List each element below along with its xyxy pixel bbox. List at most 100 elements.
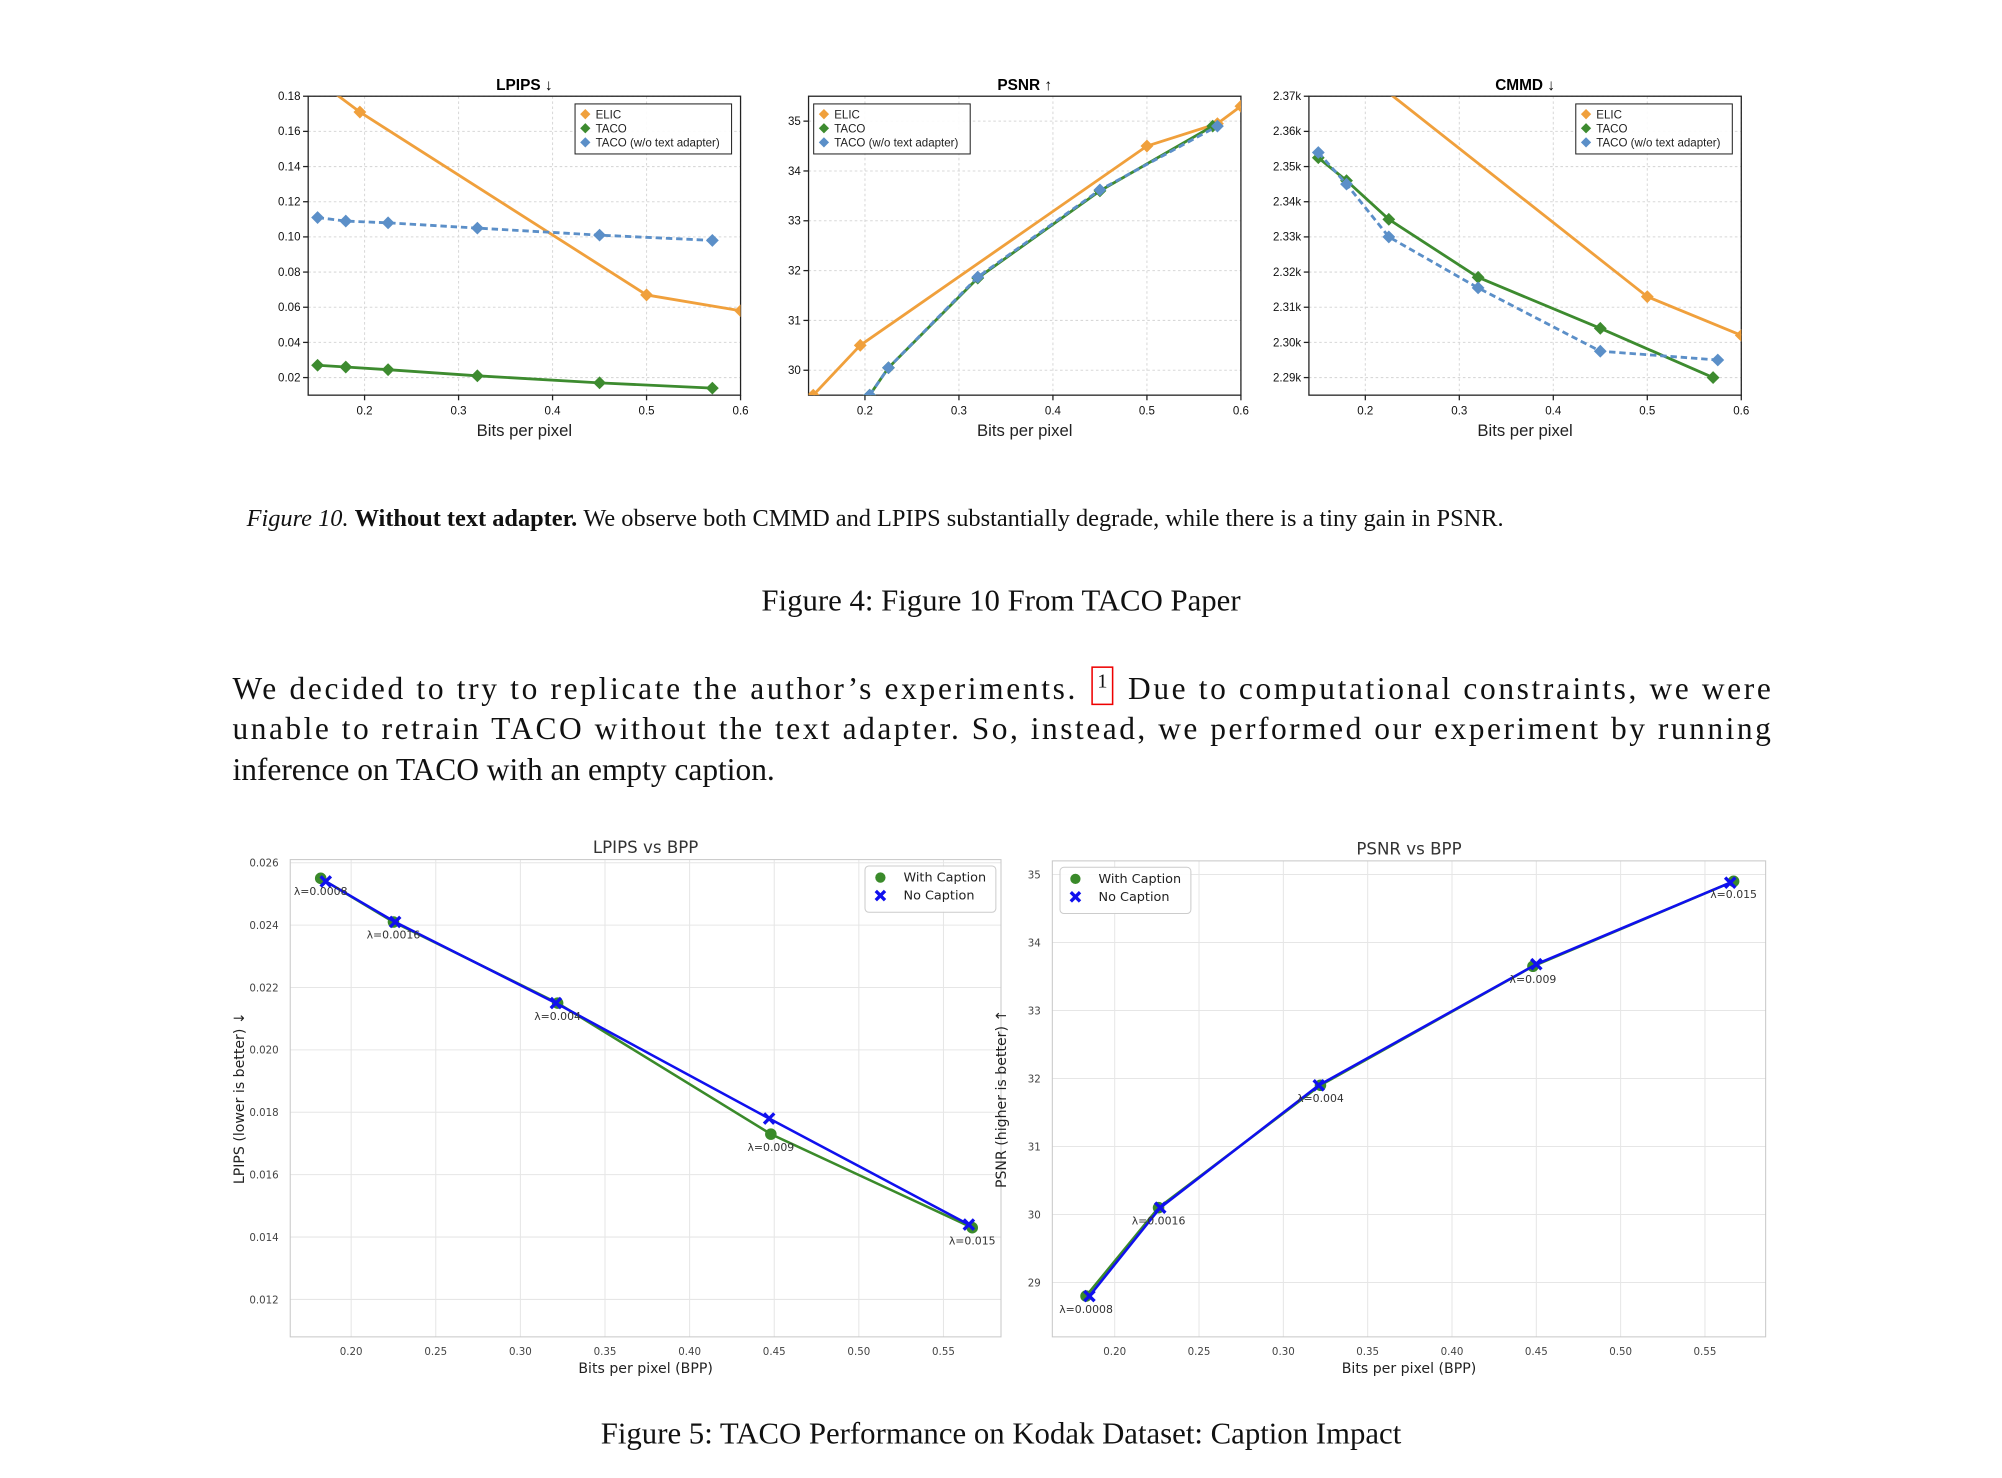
point-annotation: λ=0.009 (1510, 973, 1557, 986)
chart-title: CMMD ↓ (1495, 77, 1555, 94)
marker (381, 363, 395, 377)
y-tick-label: 2.33k (1273, 232, 1301, 244)
x-tick-label: 0.55 (932, 1346, 955, 1358)
x-axis-label: Bits per pixel (1477, 421, 1572, 440)
y-tick-label: 0.12 (278, 197, 300, 209)
legend-marker (818, 137, 830, 148)
marker (339, 214, 353, 228)
point-annotation: λ=0.0016 (1132, 1214, 1186, 1227)
y-tick-label: 0.016 (249, 1170, 278, 1182)
legend-box (1575, 103, 1733, 155)
point-annotation: λ=0.004 (1297, 1092, 1344, 1105)
y-tick-label: 31 (1028, 1141, 1041, 1153)
caption-text: We observe both CMMD and LPIPS substanti… (583, 505, 1503, 532)
legend-marker (580, 137, 591, 148)
marker (1593, 344, 1607, 358)
figure10-caption: Figure 10. Without text adapter. We obse… (246, 505, 1504, 532)
marker (1471, 270, 1485, 284)
x-tick-label: 0.30 (1272, 1346, 1295, 1358)
marker (1378, 83, 1391, 96)
y-axis-label: PSNR (higher is better) ↑ (994, 1010, 1010, 1188)
legend-label: TACO (834, 123, 865, 135)
marker (853, 338, 867, 352)
y-tick-label: 2.30k (1273, 337, 1301, 349)
marker (593, 228, 606, 242)
plot-frame (1308, 95, 1742, 396)
legend-marker (818, 109, 830, 120)
marker (319, 875, 333, 888)
x-tick-label: 0.6 (733, 405, 749, 417)
x-tick-label: 0.3 (1451, 405, 1467, 417)
plot-frame (1051, 860, 1767, 1338)
x-tick-label: 0.5 (1639, 405, 1655, 417)
x-tick-label: 0.6 (1233, 405, 1249, 417)
paragraph-line: unable to retrain TACO without the text … (232, 711, 1771, 746)
x-tick-label: 0.20 (340, 1346, 363, 1358)
series-line (317, 363, 713, 390)
y-tick-label: 31 (788, 315, 801, 327)
marker (808, 388, 820, 396)
chart-title: PSNR vs BPP (1356, 839, 1461, 858)
marker (353, 105, 367, 119)
point-annotation: λ=0.009 (747, 1141, 794, 1154)
x-tick-label: 0.35 (1356, 1346, 1379, 1358)
legend-label: TACO (1596, 123, 1627, 135)
x-tick-label: 0.3 (951, 405, 967, 417)
plot-area (314, 872, 979, 1234)
legend-label: TACO (w/o text adapter) (834, 138, 958, 150)
legend-label: TACO (596, 123, 627, 135)
x-tick-label: 0.25 (1188, 1346, 1211, 1358)
legend-label: ELIC (1596, 109, 1622, 121)
marker (1530, 957, 1543, 971)
x-tick-label: 0.20 (1103, 1346, 1126, 1358)
x-tick-label: 0.6 (1733, 405, 1749, 417)
chart-title: LPIPS ↓ (496, 77, 552, 94)
y-tick-label: 2.29k (1273, 372, 1301, 384)
x-tick-label: 0.3 (451, 405, 467, 417)
marker (705, 381, 719, 395)
x-tick-label: 0.5 (1139, 405, 1155, 417)
x-tick-label: 0.35 (594, 1346, 617, 1358)
y-tick-label: 35 (1028, 869, 1041, 881)
footnote-box[interactable] (1091, 666, 1114, 706)
y-tick-label: 34 (1028, 937, 1041, 949)
series-line (1317, 156, 1714, 379)
paragraph-line: inference on TACO with an empty caption. (232, 752, 774, 787)
marker (381, 216, 395, 230)
marker (882, 361, 895, 375)
plot-area (311, 96, 741, 395)
y-tick-label: 0.18 (278, 91, 300, 103)
legend-label: ELIC (596, 109, 622, 121)
point-annotation: λ=0.0008 (1059, 1303, 1113, 1316)
marker (470, 221, 484, 235)
y-tick-label: 0.04 (278, 337, 301, 349)
point-annotation: λ=0.004 (534, 1010, 581, 1023)
point-annotation: λ=0.015 (949, 1234, 996, 1247)
legend-marker (818, 123, 830, 134)
figure-title: Figure 5: TACO Performance on Kodak Data… (601, 1416, 1402, 1450)
paragraph-line: Due to computational constraints, we wer… (1128, 671, 1771, 706)
legend-marker (580, 123, 591, 134)
legend-box (1059, 866, 1192, 914)
legend-label: With Caption (903, 871, 986, 886)
y-tick-label: 35 (788, 116, 801, 128)
legend-box (813, 103, 971, 155)
chart-title: LPIPS vs BPP (593, 838, 698, 857)
y-tick-label: 0.022 (249, 982, 278, 994)
y-tick-label: 2.31k (1273, 302, 1301, 314)
point-annotation: λ=0.0008 (294, 885, 348, 898)
marker (311, 211, 325, 224)
plot-frame (289, 859, 1002, 1338)
series-line (1088, 881, 1731, 1297)
legend-marker (875, 872, 886, 883)
footnote-ref[interactable]: 1 (1097, 671, 1107, 693)
x-tick-label: 0.4 (1545, 405, 1562, 417)
y-tick-label: 0.014 (249, 1232, 278, 1244)
point-annotation: λ=0.015 (1710, 888, 1757, 901)
plot-frame (807, 95, 1242, 396)
legend-label: TACO (w/o text adapter) (596, 138, 720, 150)
legend-marker (1070, 873, 1081, 884)
x-axis-label: Bits per pixel (977, 421, 1072, 440)
x-tick-label: 0.55 (1694, 1346, 1717, 1358)
y-tick-label: 2.34k (1273, 197, 1301, 209)
